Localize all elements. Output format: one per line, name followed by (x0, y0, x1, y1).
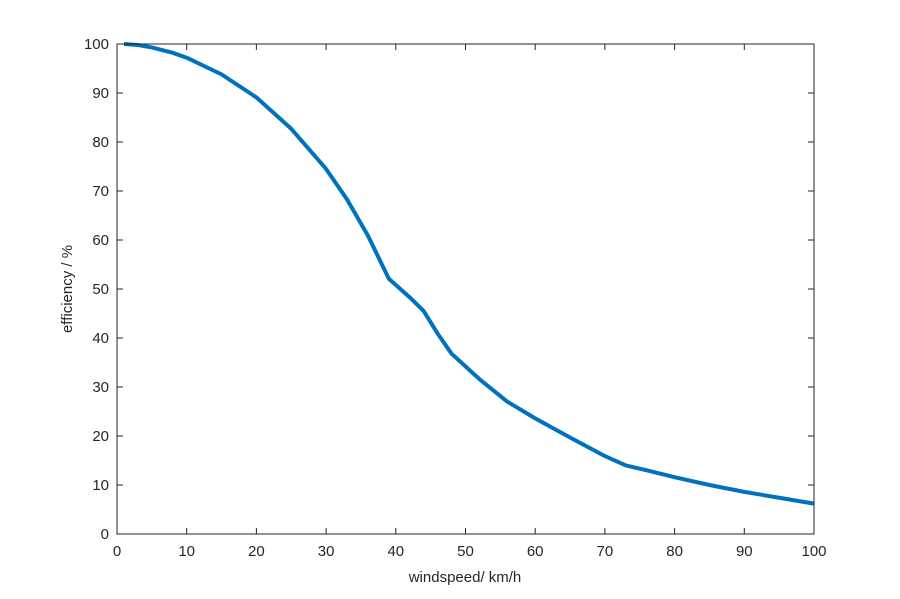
x-tick-label: 30 (318, 543, 335, 560)
y-tick-label: 60 (92, 232, 109, 249)
y-tick-label: 80 (92, 134, 109, 151)
y-tick-label: 40 (92, 330, 109, 347)
y-tick-label: 70 (92, 183, 109, 200)
y-tick-label: 100 (84, 36, 109, 53)
x-tick-label: 100 (801, 543, 826, 560)
y-tick-label: 90 (92, 85, 109, 102)
x-tick-label: 40 (387, 543, 404, 560)
efficiency-series-line (123, 42, 815, 506)
y-tick-label: 10 (92, 477, 109, 494)
x-tick-label: 80 (666, 543, 683, 560)
x-tick-label: 70 (597, 543, 614, 560)
y-tick-label: 30 (92, 379, 109, 396)
plot-area-frame (116, 43, 815, 535)
x-tick-label: 0 (113, 543, 121, 560)
series-layer (123, 42, 815, 506)
x-axis-label: windspeed/ km/h (408, 569, 522, 586)
x-tick-label: 10 (178, 543, 195, 560)
y-tick-label: 50 (92, 281, 109, 298)
tick-labels: 0 10 20 30 40 50 60 70 80 90 100 0 10 20 30 40 50 60 70 80 9… (84, 36, 827, 560)
x-tick-label: 90 (736, 543, 753, 560)
x-tick-label: 50 (457, 543, 474, 560)
y-tick-label: 0 (101, 526, 109, 543)
x-tick-label: 20 (248, 543, 265, 560)
x-tick-label: 60 (527, 543, 544, 560)
y-tick-label: 20 (92, 428, 109, 445)
y-axis-label: efficiency / % (59, 245, 76, 333)
